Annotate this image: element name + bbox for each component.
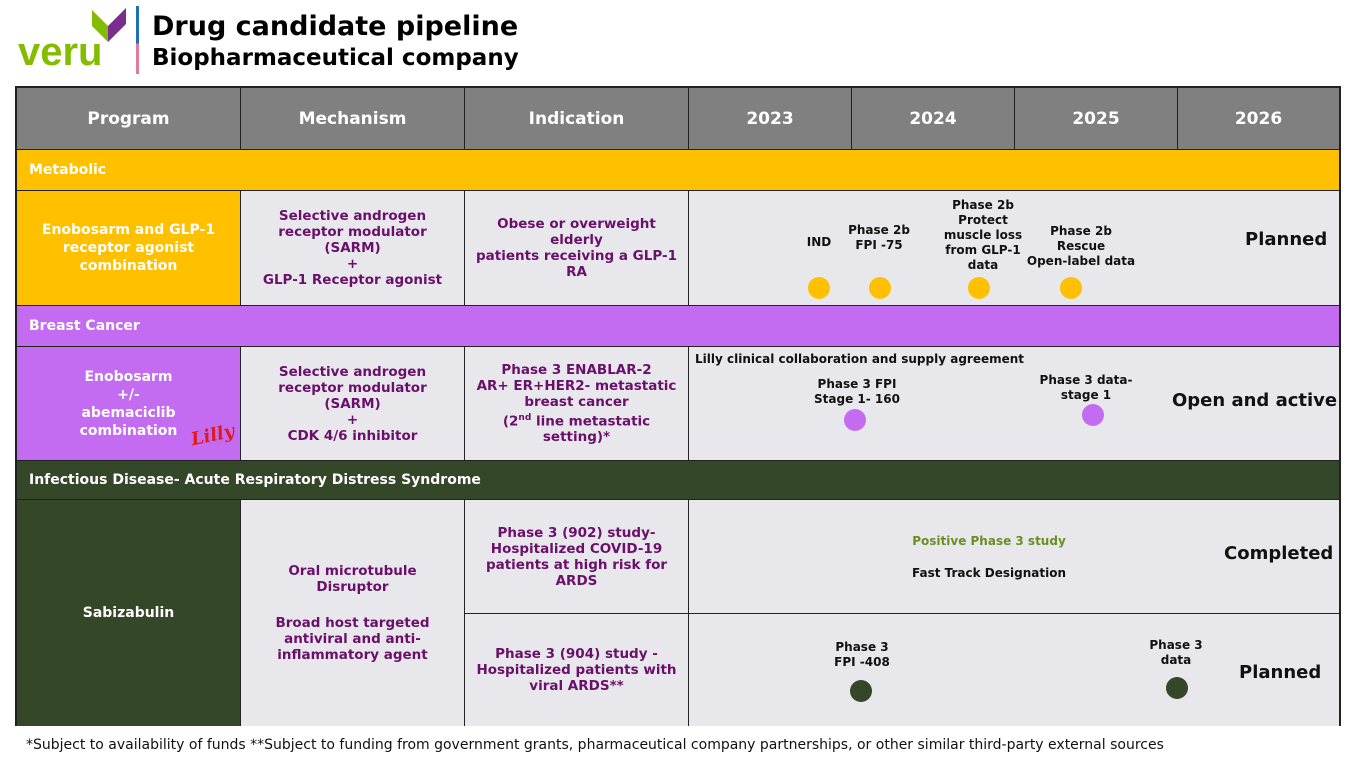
mechanism-line: GLP-1 Receptor agonist [262,272,443,288]
milestone-dot [850,680,872,702]
mechanism-line: (SARM) [324,395,381,412]
header-year-2026: 2026 [1178,88,1339,149]
program-sabizabulin: Sabizabulin [17,499,241,726]
positive-phase3-note: Positive Phase 3 study [912,534,1066,548]
mechanism-metabolic: Selective androgen receptor modulator (S… [241,190,465,305]
indication-line: Hospitalized COVID-19 [490,540,663,557]
status-planned-904: Planned [1239,662,1322,683]
timeline-metabolic: IND Phase 2b FPI -75 Phase 2b Protect muscl… [689,190,1339,305]
mechanism-line: + [346,256,359,272]
milestone-label-phase3-fpi: Phase 3 FPI Stage 1- 160 [814,377,900,406]
indication-line: Hospitalized patients with [476,662,677,678]
mechanism-line: Oral microtubule [288,563,417,579]
veru-logo: veru [16,4,140,74]
mechanism-line: Selective androgen [278,208,427,224]
fast-track-note: Fast Track Designation [911,566,1067,580]
timeline-breast: Lilly clinical collaboration and supply … [689,346,1339,460]
indication-line: Phase 3 ENABLAR-2 [501,361,652,378]
mechanism-line: receptor modulator [278,224,427,240]
milestone-label-phase2b-protect: Phase 2b Protect muscle loss from GLP-1 data [943,198,1023,272]
status-planned-metabolic: Planned [1245,229,1328,250]
program-enobosarm-abemaciclib: Enobosarm +/- abemaciclib combination Li… [17,346,241,460]
band-infectious-disease: Infectious Disease- Acute Respiratory Di… [17,460,1339,499]
indication-breast: Phase 3 ENABLAR-2 AR+ ER+HER2- metastati… [465,346,689,460]
milestone-label-phase3-data: Phase 3 data-stage 1 [1039,373,1133,402]
collab-note: Lilly clinical collaboration and supply … [695,352,1025,366]
timeline-study-904: Phase 3 FPI -408 Phase 3 data Planned [689,613,1339,726]
page-subtitle: Biopharmaceutical company [152,45,519,71]
indication-line: patients at high risk for [485,556,668,573]
mechanism-sabizabulin: Oral microtubule Disruptor Broad host ta… [241,499,465,726]
status-completed: Completed [1224,543,1334,564]
header-year-2024: 2024 [852,88,1015,149]
milestone-label-ind: IND [806,235,832,249]
mechanism-line: inflammatory agent [277,647,428,663]
band-breast-cancer: Breast Cancer [17,305,1339,346]
indication-line: Obese or overweight elderly [497,216,656,248]
header-year-2025: 2025 [1015,88,1178,149]
header-year-2023: 2023 [689,88,852,149]
indication-line: Phase 3 (904) study - [495,646,658,662]
milestone-dot [968,277,990,299]
header-mechanism: Mechanism [241,88,465,149]
band-metabolic: Metabolic [17,149,1339,190]
milestone-dot [1060,277,1082,299]
program-line: combination [79,422,178,439]
program-line: +/- [117,386,140,403]
milestone-dot [1082,404,1104,426]
program-line: abemaciclib [81,404,176,421]
program-line: Enobosarm [84,368,173,385]
milestone-label-phase2b-rescue: Phase 2b Rescue Open-label data [1026,224,1136,268]
timeline-study-902: Positive Phase 3 study Fast Track Design… [689,499,1339,613]
mechanism-line: Disruptor [316,579,389,595]
milestone-label-phase3-data-904: Phase 3 data [1149,638,1203,667]
indication-line: breast cancer [524,393,629,410]
header-indication: Indication [465,88,689,149]
indication-line: Phase 3 (902) study- [497,524,656,541]
header-program: Program [17,88,241,149]
mechanism-line: antiviral and anti- [284,631,421,647]
mechanism-line: Broad host targeted [275,615,430,631]
logo-mark-icon [92,8,126,42]
mechanism-line: CDK 4/6 inhibitor [287,427,418,444]
indication-study-902: Phase 3 (902) study- Hospitalized COVID-… [465,499,689,613]
milestone-dot [808,277,830,299]
mechanism-breast: Selective androgen receptor modulator (S… [241,346,465,460]
milestone-label-phase3-fpi-408: Phase 3 FPI -408 [834,640,890,669]
indication-line: ARDS [555,572,598,589]
milestone-dot [844,409,866,431]
milestone-dot [869,277,891,299]
indication-line: patients receiving a GLP-1 RA [476,248,677,280]
lilly-logo: Lilly [189,420,237,451]
logo-divider [136,6,139,74]
milestone-dot [1166,677,1188,699]
logo-wordmark: veru [18,30,103,74]
pipeline-table: Program Mechanism Indication 2023 2024 2… [15,86,1341,726]
mechanism-line: receptor modulator [278,379,427,396]
indication-line: (2nd line metastatic setting)* [502,412,651,446]
program-enobosarm-glp1: Enobosarm and GLP-1 receptor agonist com… [17,190,241,305]
indication-line: viral ARDS** [529,678,624,694]
status-open-active: Open and active [1172,390,1338,411]
mechanism-line: + [346,411,359,428]
indication-study-904: Phase 3 (904) study - Hospitalized patie… [465,613,689,726]
indication-metabolic: Obese or overweight elderly patients rec… [465,190,689,305]
milestone-label-phase2b-fpi: Phase 2b FPI -75 [848,223,910,252]
footnote: *Subject to availability of funds **Subj… [26,737,1164,753]
mechanism-line: Selective androgen [278,363,427,380]
mechanism-line: (SARM) [324,240,381,256]
page-title: Drug candidate pipeline [152,11,519,42]
indication-line: AR+ ER+HER2- metastatic [476,377,677,394]
